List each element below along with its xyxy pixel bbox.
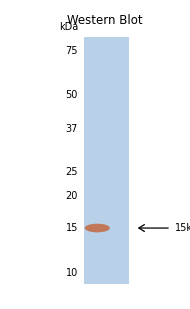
Text: Western Blot: Western Blot	[67, 14, 142, 27]
Ellipse shape	[85, 224, 110, 232]
Text: 10: 10	[66, 268, 78, 278]
Text: 15: 15	[66, 223, 78, 233]
Text: 20: 20	[66, 191, 78, 201]
Text: 75: 75	[65, 46, 78, 56]
Text: 15kDa: 15kDa	[175, 223, 190, 233]
Text: 25: 25	[65, 167, 78, 177]
FancyBboxPatch shape	[84, 37, 129, 284]
Text: 50: 50	[66, 91, 78, 100]
Text: 37: 37	[66, 124, 78, 134]
Text: kDa: kDa	[59, 23, 78, 32]
